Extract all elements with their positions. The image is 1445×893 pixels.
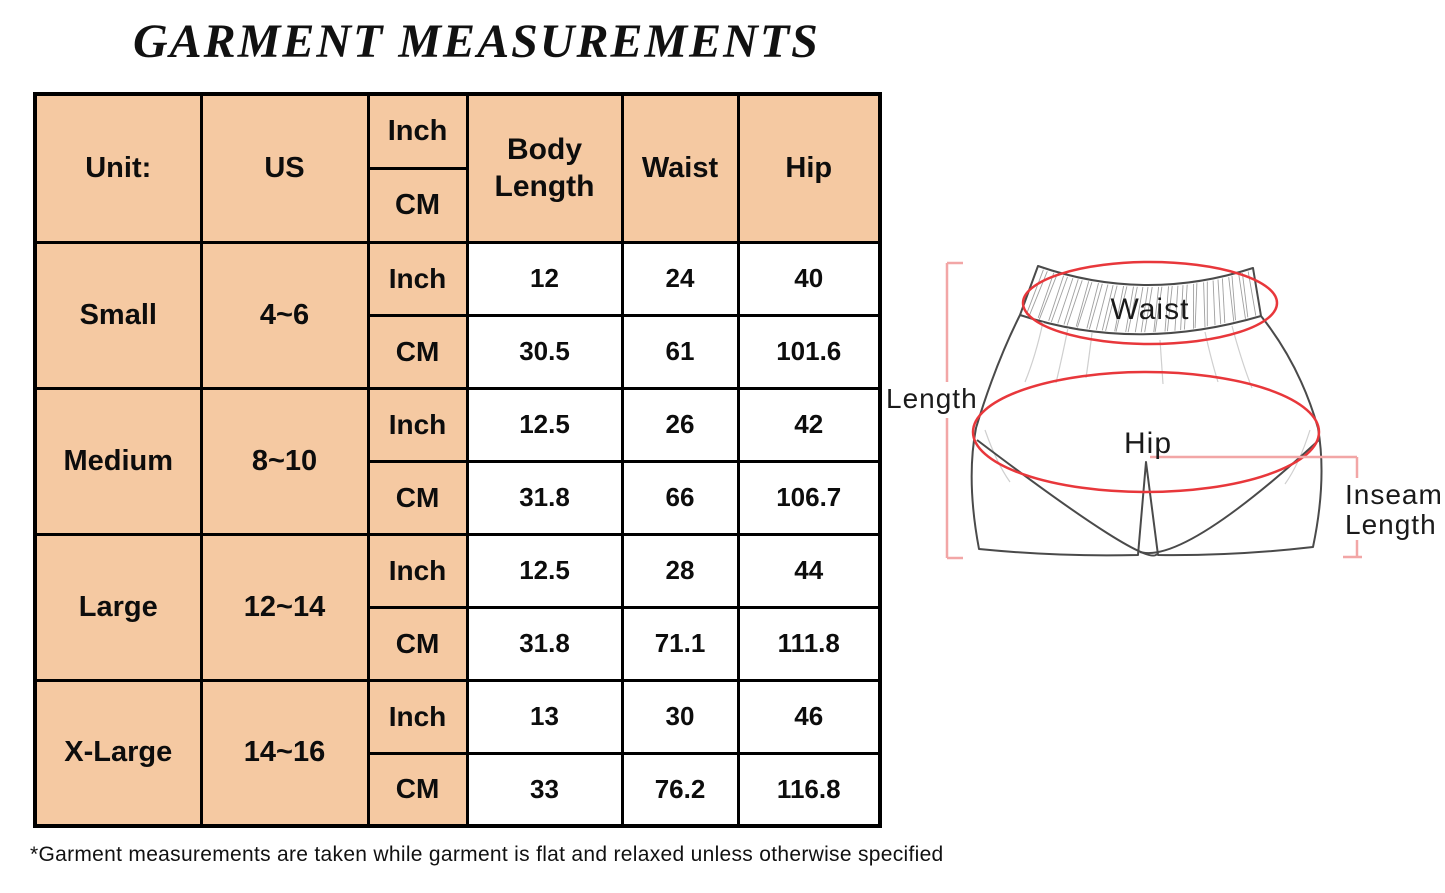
hem-curve-left bbox=[976, 439, 1158, 557]
value-cell: 44 bbox=[736, 532, 882, 609]
size-cell: X-Large bbox=[33, 678, 203, 828]
header-body-length: Body Length bbox=[465, 92, 624, 244]
size-cell: Small bbox=[33, 240, 203, 390]
size-cell: Large bbox=[33, 532, 203, 682]
unit-cm-cell: CM bbox=[366, 605, 469, 682]
value-cell: 30.5 bbox=[465, 313, 624, 390]
table-row: Small 4~6 Inch 12 24 40 bbox=[33, 240, 882, 390]
hem-curve-right bbox=[1139, 439, 1320, 554]
unit-inch-cell: Inch bbox=[366, 678, 469, 755]
shorts-outline bbox=[970, 265, 1323, 557]
table-row: Medium 8~10 Inch 12.5 26 42 bbox=[33, 386, 882, 536]
header-inch: Inch bbox=[366, 92, 469, 170]
header-waist: Waist bbox=[620, 92, 740, 244]
value-cell: 61 bbox=[620, 313, 740, 390]
inseam-length-label-line2: Length bbox=[1345, 509, 1437, 540]
table-row: CM 31.8 66 106.7 bbox=[35, 459, 882, 536]
header-us: US bbox=[199, 92, 370, 244]
unit-inch-cell: Inch bbox=[366, 386, 469, 463]
table-row: CM 33 76.2 116.8 bbox=[35, 751, 882, 828]
value-cell: 111.8 bbox=[736, 605, 882, 682]
us-range-cell: 8~10 bbox=[199, 386, 370, 536]
size-cell: Medium bbox=[33, 386, 203, 536]
unit-cm-cell: CM bbox=[366, 751, 469, 828]
waist-label: Waist bbox=[1111, 293, 1190, 326]
table-row: X-Large 14~16 Inch 13 30 46 bbox=[33, 678, 882, 828]
value-cell: 30 bbox=[620, 678, 740, 755]
value-cell: 13 bbox=[465, 678, 624, 755]
value-cell: 42 bbox=[736, 386, 882, 463]
waistband-gathers bbox=[1025, 269, 1257, 333]
unit-cm-cell: CM bbox=[366, 459, 469, 536]
value-cell: 40 bbox=[736, 240, 882, 317]
value-cell: 76.2 bbox=[620, 751, 740, 828]
value-cell: 26 bbox=[620, 386, 740, 463]
table-row: CM 31.8 71.1 111.8 bbox=[35, 605, 882, 682]
us-range-cell: 12~14 bbox=[199, 532, 370, 682]
fabric-creases bbox=[984, 321, 1311, 485]
value-cell: 106.7 bbox=[736, 459, 882, 536]
page-title: GARMENT MEASUREMENTS bbox=[133, 15, 820, 68]
unit-cm-cell: CM bbox=[366, 313, 469, 390]
us-range-cell: 4~6 bbox=[199, 240, 370, 390]
table-row: Large 12~14 Inch 12.5 28 44 bbox=[33, 532, 882, 682]
value-cell: 116.8 bbox=[736, 751, 882, 828]
unit-inch-cell: Inch bbox=[366, 532, 469, 609]
inseam-length-label-line1: Inseam bbox=[1345, 479, 1443, 510]
size-chart-table: Unit: US Inch Body Length Waist Hip CM S… bbox=[33, 92, 882, 828]
table-row: CM 30.5 61 101.6 bbox=[35, 313, 882, 390]
value-cell: 12.5 bbox=[465, 386, 624, 463]
length-label: Length bbox=[886, 383, 978, 414]
length-bracket bbox=[945, 261, 963, 560]
header-cm: CM bbox=[366, 166, 469, 244]
value-cell: 12 bbox=[465, 240, 624, 317]
value-cell: 71.1 bbox=[620, 605, 740, 682]
value-cell: 31.8 bbox=[465, 459, 624, 536]
waistband-bottom-line bbox=[1019, 314, 1262, 336]
value-cell: 46 bbox=[736, 678, 882, 755]
us-range-cell: 14~16 bbox=[199, 678, 370, 828]
value-cell: 12.5 bbox=[465, 532, 624, 609]
value-cell: 24 bbox=[620, 240, 740, 317]
header-unit: Unit: bbox=[33, 92, 203, 244]
footnote: *Garment measurements are taken while ga… bbox=[30, 843, 944, 866]
unit-inch-cell: Inch bbox=[366, 240, 469, 317]
waist-ellipse bbox=[1021, 260, 1279, 346]
value-cell: 33 bbox=[465, 751, 624, 828]
hip-label: Hip bbox=[1124, 427, 1172, 460]
header-hip: Hip bbox=[736, 92, 882, 244]
value-cell: 66 bbox=[620, 459, 740, 536]
value-cell: 31.8 bbox=[465, 605, 624, 682]
hip-ellipse bbox=[971, 370, 1321, 494]
value-cell: 28 bbox=[620, 532, 740, 609]
inseam-bracket bbox=[1150, 455, 1362, 559]
value-cell: 101.6 bbox=[736, 313, 882, 390]
